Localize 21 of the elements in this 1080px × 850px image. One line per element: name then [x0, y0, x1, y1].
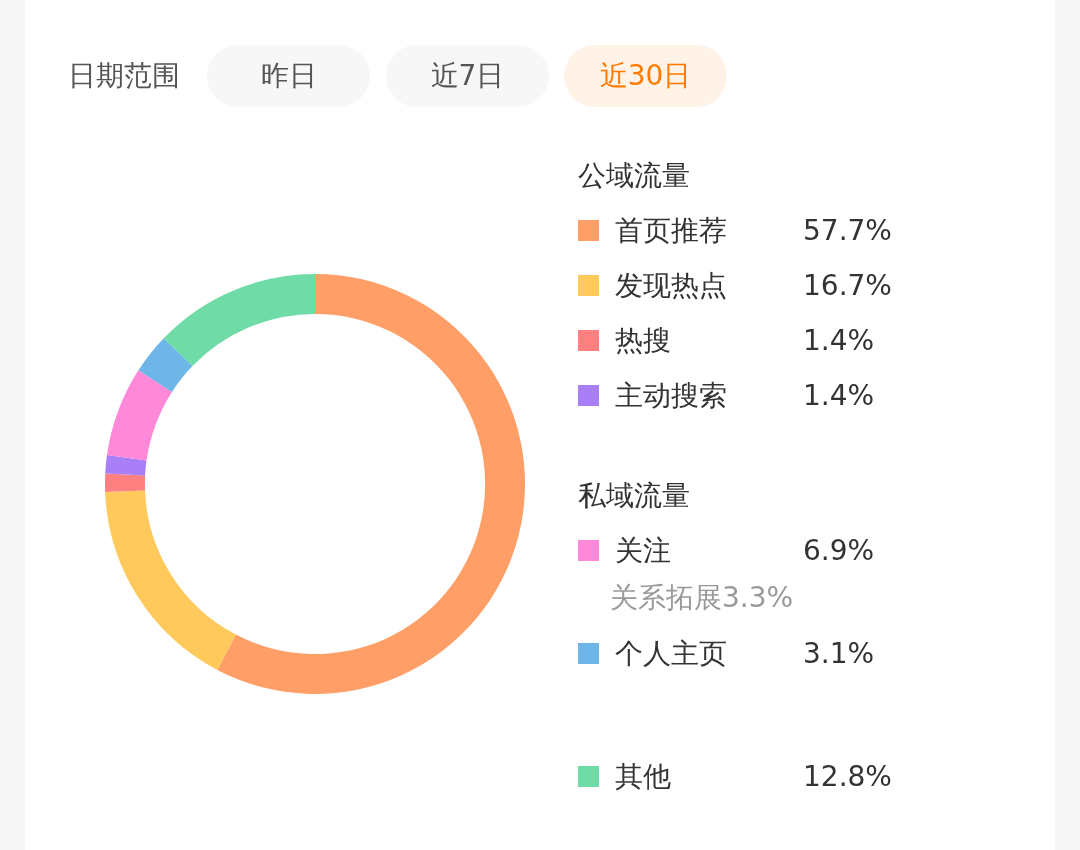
legend-label: 其他	[615, 760, 671, 794]
text: 公域流量	[578, 159, 690, 193]
text: 昨日	[207, 45, 370, 107]
data-label: 6.9%	[803, 534, 875, 568]
data-label: 57.7%	[803, 214, 892, 248]
legend-label: 首页推荐	[615, 214, 727, 248]
data-label: 1.4%	[803, 324, 875, 358]
data-label: 16.7%	[803, 269, 892, 303]
data-label: 12.8%	[803, 760, 892, 794]
legend-label: 关注	[615, 534, 671, 568]
text: 日期范围	[68, 59, 180, 93]
text: 关系拓展3.3%	[610, 581, 794, 615]
legend-label: 主动搜索	[615, 379, 727, 413]
data-label: 3.1%	[803, 637, 875, 671]
text: 私域流量	[578, 479, 690, 513]
data-label: 1.4%	[803, 379, 875, 413]
legend-label: 个人主页	[615, 637, 727, 671]
legend-label: 热搜	[615, 324, 671, 358]
text: 近30日	[564, 45, 727, 107]
text: 近7日	[386, 45, 549, 107]
legend-label: 发现热点	[615, 269, 727, 303]
